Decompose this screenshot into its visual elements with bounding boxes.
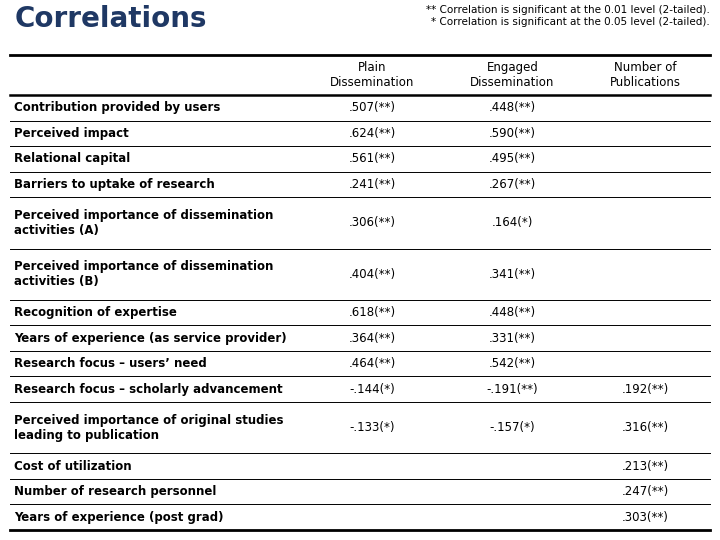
Text: .448(**): .448(**) <box>489 102 536 114</box>
Text: .590(**): .590(**) <box>489 127 536 140</box>
Text: .364(**): .364(**) <box>349 332 396 345</box>
Text: ** Correlation is significant at the 0.01 level (2-tailed).
* Correlation is sig: ** Correlation is significant at the 0.0… <box>426 5 710 26</box>
Text: -.191(**): -.191(**) <box>487 383 539 396</box>
Text: .241(**): .241(**) <box>349 178 396 191</box>
Text: Correlations: Correlations <box>15 5 207 33</box>
Text: Engaged
Dissemination: Engaged Dissemination <box>470 61 554 89</box>
Text: -.133(*): -.133(*) <box>350 421 395 434</box>
Text: Number of research personnel: Number of research personnel <box>14 485 217 498</box>
Text: .164(*): .164(*) <box>492 217 534 230</box>
Text: .448(**): .448(**) <box>489 306 536 319</box>
Text: -.144(*): -.144(*) <box>350 383 395 396</box>
Text: .306(**): .306(**) <box>349 217 396 230</box>
Text: Perceived importance of original studies
leading to publication: Perceived importance of original studies… <box>14 414 284 442</box>
Text: .618(**): .618(**) <box>349 306 396 319</box>
Text: Research focus – users’ need: Research focus – users’ need <box>14 357 207 370</box>
Text: Cost of utilization: Cost of utilization <box>14 460 132 472</box>
Text: .507(**): .507(**) <box>349 102 396 114</box>
Text: Relational capital: Relational capital <box>14 152 130 165</box>
Text: .316(**): .316(**) <box>621 421 669 434</box>
Text: Contribution provided by users: Contribution provided by users <box>14 102 220 114</box>
Text: Perceived impact: Perceived impact <box>14 127 129 140</box>
Text: .341(**): .341(**) <box>489 268 536 281</box>
Text: .404(**): .404(**) <box>349 268 396 281</box>
Text: .495(**): .495(**) <box>489 152 536 165</box>
Text: .624(**): .624(**) <box>349 127 396 140</box>
Text: .247(**): .247(**) <box>621 485 669 498</box>
Text: Years of experience (post grad): Years of experience (post grad) <box>14 511 223 524</box>
Text: Years of experience (as service provider): Years of experience (as service provider… <box>14 332 287 345</box>
Text: Number of
Publications: Number of Publications <box>610 61 680 89</box>
Text: .213(**): .213(**) <box>621 460 669 472</box>
Text: .331(**): .331(**) <box>489 332 536 345</box>
Text: Research focus – scholarly advancement: Research focus – scholarly advancement <box>14 383 283 396</box>
Text: Recognition of expertise: Recognition of expertise <box>14 306 177 319</box>
Text: .561(**): .561(**) <box>349 152 396 165</box>
Text: Perceived importance of dissemination
activities (B): Perceived importance of dissemination ac… <box>14 260 274 288</box>
Text: Plain
Dissemination: Plain Dissemination <box>330 61 415 89</box>
Text: -.157(*): -.157(*) <box>490 421 535 434</box>
Text: .192(**): .192(**) <box>621 383 669 396</box>
Text: .267(**): .267(**) <box>489 178 536 191</box>
Text: .303(**): .303(**) <box>621 511 668 524</box>
Text: .464(**): .464(**) <box>349 357 396 370</box>
Text: Barriers to uptake of research: Barriers to uptake of research <box>14 178 215 191</box>
Text: Perceived importance of dissemination
activities (A): Perceived importance of dissemination ac… <box>14 209 274 237</box>
Text: .542(**): .542(**) <box>489 357 536 370</box>
